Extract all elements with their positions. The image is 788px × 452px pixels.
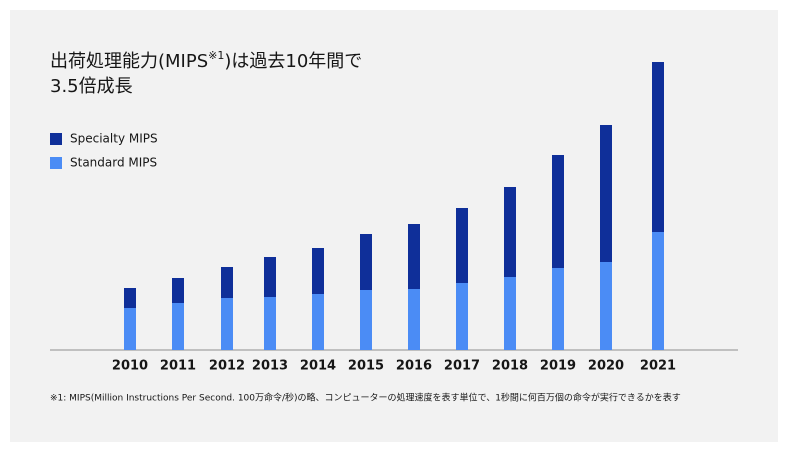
x-tick-label: 2014 bbox=[300, 359, 336, 374]
bar-segment bbox=[408, 224, 420, 289]
bar-segment bbox=[124, 308, 136, 350]
bar-segment bbox=[312, 294, 324, 350]
bar-segment bbox=[360, 290, 372, 350]
title-part: 出荷処理能力(MIPS bbox=[50, 51, 208, 72]
bar-segment bbox=[504, 187, 516, 277]
x-tick-label: 2018 bbox=[492, 359, 528, 374]
bar-segment bbox=[124, 288, 136, 308]
bar-segment bbox=[360, 234, 372, 290]
bar-segment bbox=[172, 303, 184, 350]
x-tick-label: 2012 bbox=[209, 359, 245, 374]
title-part: )は過去10年間で bbox=[224, 51, 362, 72]
bar-segment bbox=[552, 268, 564, 350]
legend-label: Specialty MIPS bbox=[70, 132, 158, 146]
legend-swatch bbox=[50, 157, 62, 169]
chart-title: 出荷処理能力(MIPS※1)は過去10年間で bbox=[50, 49, 362, 72]
bar-segment bbox=[600, 262, 612, 350]
panel bbox=[10, 10, 778, 442]
x-tick-label: 2019 bbox=[540, 359, 576, 374]
x-tick-label: 2021 bbox=[640, 359, 676, 374]
bar-segment bbox=[456, 208, 468, 283]
bar-segment bbox=[264, 297, 276, 350]
x-tick-label: 2020 bbox=[588, 359, 624, 374]
bar-segment bbox=[504, 277, 516, 350]
bar-segment bbox=[221, 298, 233, 350]
bar-segment bbox=[264, 257, 276, 297]
chart-title: 3.5倍成長 bbox=[50, 76, 133, 97]
footnote: ※1: MIPS(Million Instructions Per Second… bbox=[50, 392, 681, 404]
title-superscript: ※1 bbox=[208, 49, 224, 62]
bar-segment bbox=[312, 248, 324, 294]
bar-segment bbox=[408, 289, 420, 350]
bar-segment bbox=[456, 283, 468, 350]
bar-segment bbox=[600, 125, 612, 262]
bar-segment bbox=[652, 232, 664, 350]
x-tick-label: 2016 bbox=[396, 359, 432, 374]
legend-swatch bbox=[50, 133, 62, 145]
bar-segment bbox=[552, 155, 564, 268]
x-tick-label: 2017 bbox=[444, 359, 480, 374]
legend-label: Standard MIPS bbox=[70, 156, 157, 170]
x-tick-label: 2010 bbox=[112, 359, 148, 374]
x-tick-label: 2015 bbox=[348, 359, 384, 374]
bar-segment bbox=[221, 267, 233, 298]
x-tick-label: 2013 bbox=[252, 359, 288, 374]
bar-segment bbox=[172, 278, 184, 303]
bar-segment bbox=[652, 62, 664, 232]
x-tick-label: 2011 bbox=[160, 359, 196, 374]
